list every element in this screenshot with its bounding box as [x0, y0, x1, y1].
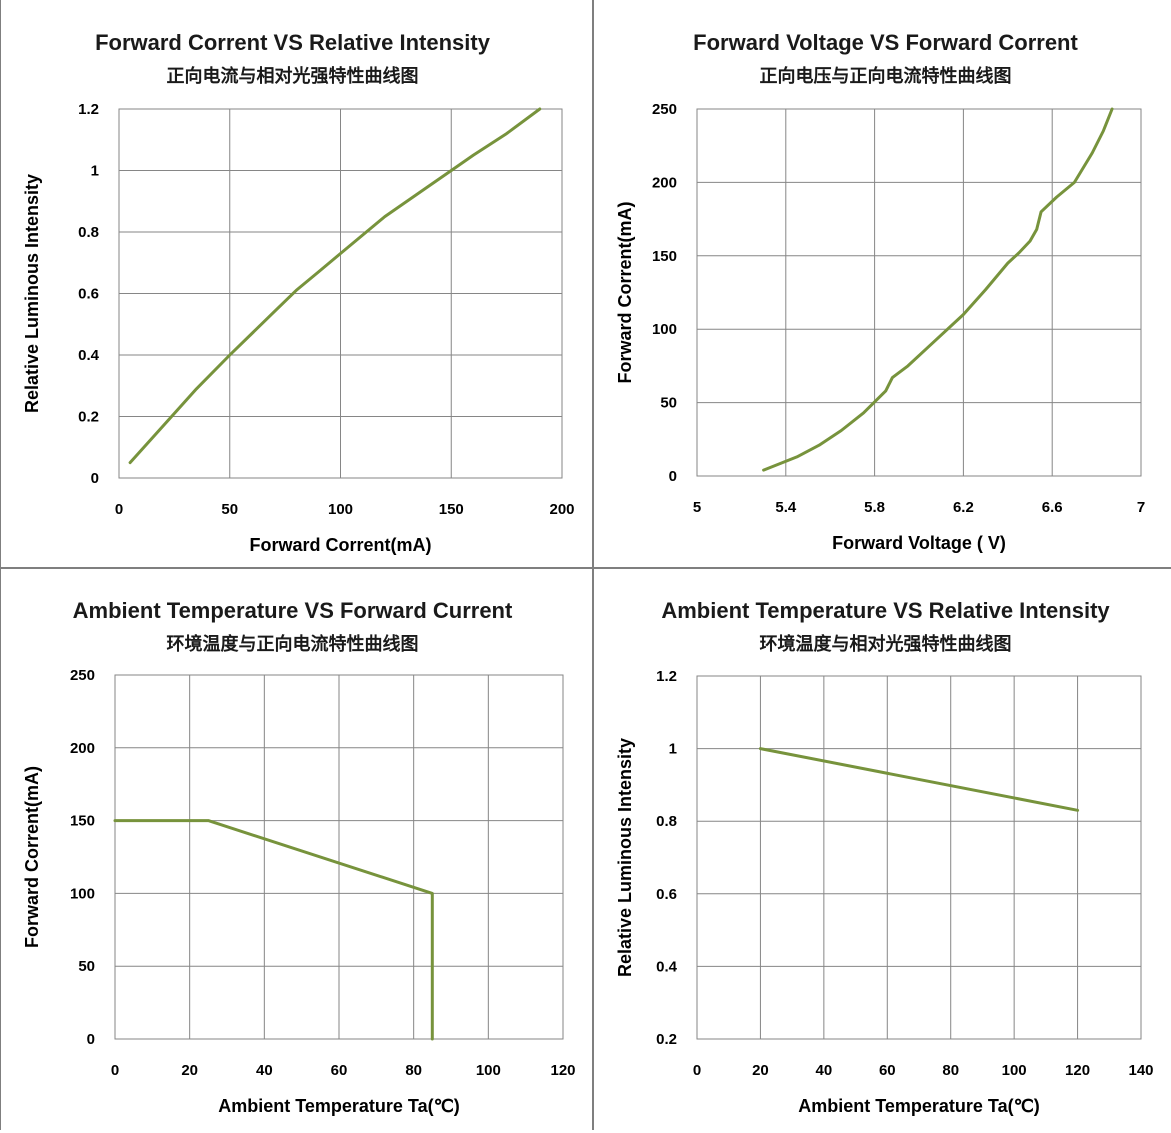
- chart-title: Ambient Temperature VS Relative Intensit…: [661, 598, 1110, 623]
- y-tick-label: 50: [660, 395, 677, 412]
- y-tick-label: 0.4: [78, 347, 100, 364]
- series-line: [758, 747, 1080, 812]
- y-tick-label: 0.2: [78, 409, 99, 426]
- horizontal-divider: [0, 567, 1171, 569]
- x-tick-label: 100: [1002, 1062, 1027, 1079]
- x-tick-label: 120: [550, 1062, 575, 1079]
- x-tick-label: 20: [181, 1062, 198, 1079]
- chart-svg: 0 20 40 60 80 100 120 140 0.2 0.4 0.6 0.8 1 1.2 Ambien…: [615, 668, 1154, 1116]
- y-tick-label: 0: [91, 470, 99, 487]
- y-tick-label: 0.8: [656, 813, 677, 830]
- y-tick-label: 0: [87, 1031, 95, 1048]
- y-tick-label: 200: [652, 174, 677, 191]
- x-tick-label: 5: [693, 499, 701, 516]
- x-tick-label: 50: [221, 501, 238, 518]
- x-axis-label: Ambient Temperature Ta(℃): [798, 1096, 1040, 1116]
- chart-panel-temperature-vs-intensity: Ambient Temperature VS Relative Intensit…: [593, 568, 1171, 1133]
- y-tick-label: 1.2: [78, 101, 99, 118]
- chart-title: Ambient Temperature VS Forward Current: [72, 598, 513, 623]
- y-tick-label: 100: [652, 321, 677, 338]
- y-tick-label: 50: [78, 958, 95, 975]
- x-tick-label: 80: [942, 1062, 959, 1079]
- chart-title: Forward Corrent VS Relative Intensity: [95, 30, 490, 55]
- y-tick-label: 200: [70, 740, 95, 757]
- x-tick-label: 80: [405, 1062, 422, 1079]
- x-axis-label: Ambient Temperature Ta(℃): [218, 1096, 460, 1116]
- series-line: [128, 107, 542, 465]
- y-tick-label: 0.4: [656, 958, 678, 975]
- chart-subtitle: 正向电流与相对光强特性曲线图: [166, 66, 419, 87]
- chart-svg: 0 50 100 150 200 0 0.2 0.4 0.6 0.8 1 1.2 Forward Cor…: [22, 101, 575, 555]
- x-tick-label: 6.6: [1042, 499, 1063, 516]
- x-tick-label: 0: [111, 1062, 119, 1079]
- x-tick-label: 120: [1065, 1062, 1090, 1079]
- series-line: [762, 107, 1114, 472]
- y-tick-label: 150: [652, 248, 677, 265]
- x-tick-label: 100: [328, 501, 353, 518]
- x-tick-label: 0: [693, 1062, 701, 1079]
- x-tick-label: 150: [439, 501, 464, 518]
- left-border: [0, 0, 1, 1130]
- plot-area: [696, 108, 1142, 477]
- plot-area: [696, 675, 1142, 1040]
- y-tick-label: 0.6: [78, 286, 99, 303]
- y-tick-label: 250: [652, 101, 677, 118]
- y-axis-label: Relative Luminous Intensity: [22, 174, 42, 413]
- chart-panel-current-vs-intensity: Forward Corrent VS Relative Intensity 正向…: [0, 0, 585, 565]
- x-tick-label: 140: [1128, 1062, 1153, 1079]
- chart-panel-temperature-vs-current: Ambient Temperature VS Forward Current 环…: [0, 568, 585, 1133]
- chart-panel-voltage-vs-current: Forward Voltage VS Forward Corrent 正向电压与…: [593, 0, 1171, 565]
- x-axis-label: Forward Voltage ( V): [832, 533, 1006, 553]
- chart-subtitle: 环境温度与相对光强特性曲线图: [759, 634, 1012, 655]
- x-tick-label: 7: [1137, 499, 1145, 516]
- x-tick-label: 200: [549, 501, 574, 518]
- x-tick-label: 40: [256, 1062, 273, 1079]
- x-tick-label: 20: [752, 1062, 769, 1079]
- x-axis-label: Forward Corrent(mA): [249, 535, 431, 555]
- x-tick-label: 60: [879, 1062, 896, 1079]
- x-tick-label: 40: [816, 1062, 833, 1079]
- y-tick-label: 150: [70, 813, 95, 830]
- y-tick-label: 0.6: [656, 886, 677, 903]
- chart-subtitle: 正向电压与正向电流特性曲线图: [759, 66, 1012, 87]
- x-tick-label: 0: [115, 501, 123, 518]
- x-tick-label: 5.8: [864, 499, 885, 516]
- y-tick-label: 1: [91, 163, 99, 180]
- y-axis-label: Forward Corrent(mA): [615, 201, 635, 383]
- y-axis-label: Forward Corrent(mA): [22, 766, 42, 948]
- chart-svg: 0 20 40 60 80 100 120 0 50 100 150 200 250 Ambient Te…: [22, 667, 576, 1116]
- y-tick-label: 0: [669, 468, 677, 485]
- y-tick-label: 250: [70, 667, 95, 684]
- x-tick-label: 100: [476, 1062, 501, 1079]
- chart-svg: 5 5.4 5.8 6.2 6.6 7 0 50 100 150 200 250 Forward Vol…: [615, 101, 1145, 553]
- x-tick-label: 60: [331, 1062, 348, 1079]
- y-tick-label: 100: [70, 885, 95, 902]
- series-line: [113, 819, 434, 1041]
- x-tick-label: 5.4: [775, 499, 797, 516]
- y-tick-label: 0.2: [656, 1031, 677, 1048]
- chart-title: Forward Voltage VS Forward Corrent: [693, 30, 1078, 55]
- y-tick-label: 1.2: [656, 668, 677, 685]
- chart-subtitle: 环境温度与正向电流特性曲线图: [166, 634, 419, 655]
- x-tick-label: 6.2: [953, 499, 974, 516]
- vertical-divider: [592, 0, 594, 1130]
- y-axis-label: Relative Luminous Intensity: [615, 738, 635, 977]
- y-tick-label: 1: [669, 741, 677, 758]
- y-tick-label: 0.8: [78, 224, 99, 241]
